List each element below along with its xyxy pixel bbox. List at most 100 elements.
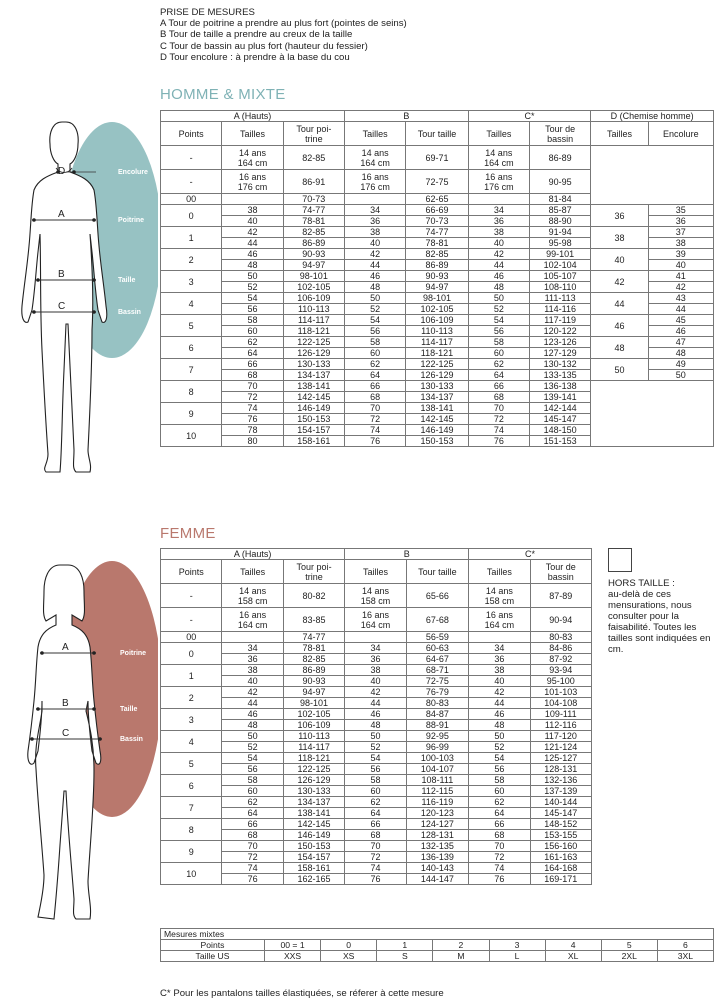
- table-row: 3 46 102-105 46 84-87 46 109-111: [159, 708, 593, 731]
- table-cell: 36: [468, 653, 531, 665]
- table-cell: 62: [467, 358, 530, 370]
- table-cell: 62: [221, 336, 284, 348]
- table-row: 72 142-145 68 134-137 68 139-141: [161, 391, 714, 403]
- table-row: 2 42 94-97 42 76-79 42 101-103: [159, 686, 593, 709]
- table-cell: 122-125: [282, 336, 345, 348]
- table-cell: 144-147: [405, 873, 470, 885]
- table-row: 80 158-161 76 150-153 76 151-153: [161, 435, 714, 447]
- table-cell: 86-89: [282, 237, 345, 249]
- table-cell: 62: [468, 796, 531, 808]
- table-cell: 122-125: [282, 763, 346, 775]
- table-cell: 40: [221, 215, 284, 227]
- table-cell: [343, 193, 407, 205]
- table-cell: 68: [343, 391, 407, 403]
- table-cell: 158-161: [282, 435, 345, 447]
- table-cell: 66: [344, 818, 407, 830]
- us-size-value: L: [488, 950, 546, 962]
- table-cell: 108-111: [405, 774, 470, 786]
- encolure-cell: 36: [647, 215, 715, 227]
- table-row: 3 50 98-101 46 90-93 46 105-107 42 41: [159, 270, 715, 293]
- table-row: 48 94-97 44 86-89 44 102-104 40: [161, 259, 715, 271]
- table-cell: 58: [468, 774, 531, 786]
- points-cell: 2: [159, 248, 223, 271]
- points-value: 00 = 1: [263, 939, 322, 951]
- table-cell: 70: [468, 840, 531, 852]
- mesures-mixtes-title: Mesures mixtes: [160, 928, 714, 940]
- table-cell: 88-91: [405, 719, 470, 731]
- table-cell: 46: [344, 708, 407, 720]
- table-cell: 90-93: [282, 248, 345, 260]
- us-size-value: 3XL: [656, 950, 715, 962]
- table-row: 9 70 150-153 70 132-135 70 156-160: [159, 840, 593, 863]
- table-cell: 48: [344, 719, 407, 731]
- points-cell: 3: [159, 708, 223, 731]
- column-header: Tour taille: [405, 559, 470, 584]
- table-cell: 40: [343, 237, 407, 249]
- table-cell: 142-144: [528, 402, 592, 414]
- table-cell: 118-121: [405, 347, 469, 359]
- encolure-cell: 47: [647, 336, 715, 348]
- table-cell: 92-95: [405, 730, 470, 742]
- table-cell: 133-135: [528, 369, 592, 381]
- table-cell: 58: [344, 774, 407, 786]
- d-taille-cell: 50: [590, 358, 649, 381]
- table-cell: 98-101: [405, 292, 469, 304]
- points-label: Points: [160, 939, 265, 951]
- table-cell: 142-145: [282, 391, 345, 403]
- table-cell: 38: [344, 664, 407, 676]
- table-cell: 54: [221, 292, 284, 304]
- male-label-a: A: [58, 209, 65, 220]
- hors-taille-note: HORS TAILLE : au-delà de ces mensuration…: [608, 548, 718, 655]
- table-cell: 161-163: [529, 851, 593, 863]
- table-cell: 74-77: [405, 226, 469, 238]
- table-cell: 126-129: [282, 774, 346, 786]
- table-cell: 54: [343, 314, 407, 326]
- table-cell: 130-133: [282, 358, 345, 370]
- table-cell: 126-129: [282, 347, 345, 359]
- female-label-c: C: [62, 728, 69, 739]
- table-cell: 42: [221, 686, 284, 698]
- table-cell: 38: [343, 226, 407, 238]
- table-cell: 150-153: [282, 840, 346, 852]
- table-cell: 60: [344, 785, 407, 797]
- table-cell: 134-137: [282, 369, 345, 381]
- table-cell: 64: [344, 807, 407, 819]
- table-cell: 44: [344, 697, 407, 709]
- table-cell: 38: [221, 204, 284, 216]
- table-cell: 66: [468, 818, 531, 830]
- table-row: A (Hauts) B C* D (Chemise homme): [160, 110, 714, 122]
- points-value: 1: [376, 939, 434, 951]
- table-cell: 126-129: [405, 369, 469, 381]
- table-cell: 40: [344, 675, 407, 687]
- table-cell: 153-155: [529, 829, 593, 841]
- table-cell: 82-85: [282, 653, 346, 665]
- table-cell: 56: [221, 763, 284, 775]
- table-cell: 54: [467, 314, 530, 326]
- table-cell: 134-137: [405, 391, 469, 403]
- points-cell: -: [159, 607, 223, 632]
- table-cell: 130-133: [405, 380, 469, 392]
- table-cell: 127-129: [528, 347, 592, 359]
- table-cell: 91-94: [528, 226, 592, 238]
- d-taille-cell: 44: [590, 292, 649, 315]
- table-cell: 42: [344, 686, 407, 698]
- d-taille-cell: 38: [590, 226, 649, 249]
- table-cell: 136-138: [528, 380, 592, 392]
- table-row: 9 74 146-149 70 138-141 70 142-144: [159, 402, 714, 425]
- encolure-cell: 42: [647, 281, 715, 293]
- points-cell: 6: [159, 336, 223, 359]
- table-cell: 87-92: [529, 653, 593, 665]
- table-cell: 148-150: [528, 424, 592, 436]
- table-cell: 68: [221, 829, 284, 841]
- points-cell: 4: [159, 730, 223, 753]
- table-cell: 105-107: [528, 270, 592, 282]
- column-header: Tour de bassin: [528, 121, 592, 146]
- table-cell: 76-79: [405, 686, 470, 698]
- hors-taille-checkbox: [608, 548, 632, 572]
- table-row: 5 54 118-121 54 100-103 54 125-127: [159, 752, 593, 775]
- table-cell: 102-104: [528, 259, 592, 271]
- table-cell: 117-120: [529, 730, 593, 742]
- male-label-c: C: [58, 301, 65, 312]
- footnote: C* Pour les pantalons tailles élastiquée…: [160, 988, 444, 999]
